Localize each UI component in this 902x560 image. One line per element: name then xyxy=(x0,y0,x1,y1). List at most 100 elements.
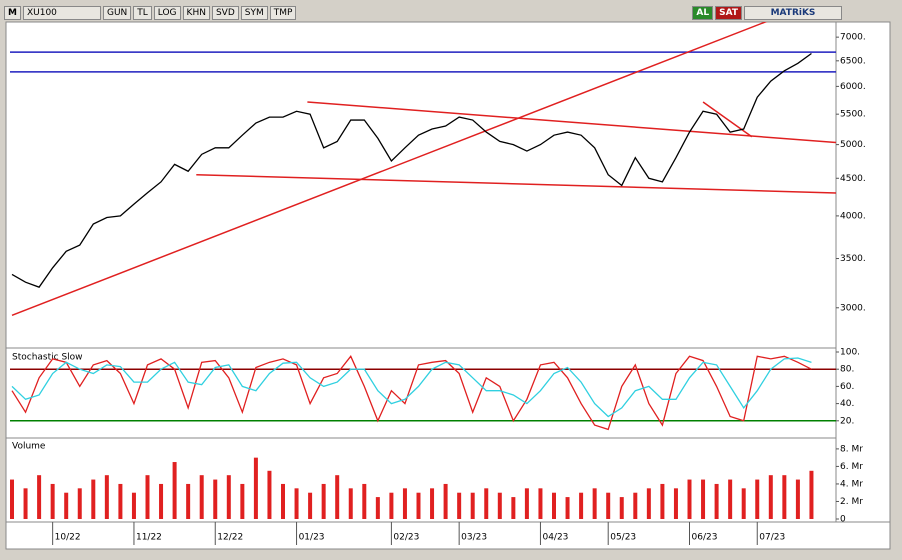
bar xyxy=(402,488,407,519)
y-tick-label: 20. xyxy=(840,416,854,426)
bar xyxy=(362,483,367,519)
y-tick-label: 4000. xyxy=(840,211,866,221)
trend-line xyxy=(196,173,836,194)
y-tick-label: 2. Mr xyxy=(840,497,863,507)
y-tick-label: 3500. xyxy=(840,254,866,264)
bar xyxy=(768,475,773,519)
bar xyxy=(511,497,516,519)
menu-icon[interactable]: M xyxy=(4,6,21,20)
symbol-box[interactable]: XU100 xyxy=(22,6,101,20)
bar xyxy=(741,488,746,519)
bar xyxy=(294,488,299,519)
bar xyxy=(795,479,800,519)
bar xyxy=(457,492,462,519)
bar xyxy=(37,475,42,519)
x-tick-label: 11/22 xyxy=(136,533,162,543)
bar xyxy=(389,492,394,519)
x-tick-label: 03/23 xyxy=(461,533,487,543)
bar xyxy=(443,483,448,519)
bar xyxy=(646,488,651,519)
bar xyxy=(673,488,678,519)
bar xyxy=(23,488,28,519)
bar xyxy=(714,483,719,519)
bar xyxy=(240,483,245,519)
button[interactable]: TL xyxy=(133,6,152,20)
bar xyxy=(104,475,109,519)
panel-title: Stochastic Slow xyxy=(12,353,83,363)
bar xyxy=(335,475,340,519)
button[interactable]: TMP xyxy=(269,6,297,20)
bar xyxy=(159,483,164,519)
y-tick-label: 3000. xyxy=(840,303,866,313)
bar xyxy=(619,497,624,519)
y-tick-label: 40. xyxy=(840,399,854,409)
y-tick-label: 5500. xyxy=(840,110,866,120)
x-tick-label: 04/23 xyxy=(542,533,568,543)
bar xyxy=(701,479,706,519)
button[interactable]: LOG xyxy=(153,6,181,20)
bar xyxy=(186,483,191,519)
bar xyxy=(579,492,584,519)
price-line xyxy=(11,53,812,288)
bar xyxy=(484,488,489,519)
y-tick-label: 4. Mr xyxy=(840,479,863,489)
trend-line xyxy=(702,101,753,138)
y-tick-label: 6. Mr xyxy=(840,462,863,472)
bar xyxy=(10,479,14,519)
bar xyxy=(308,492,313,519)
bar xyxy=(606,492,611,519)
bar xyxy=(728,479,733,519)
y-tick-label: 60. xyxy=(840,382,854,392)
bar xyxy=(592,488,597,519)
button[interactable]: SYM xyxy=(240,6,268,20)
bar xyxy=(755,479,760,519)
bar xyxy=(470,492,475,519)
bar xyxy=(77,488,82,519)
bar xyxy=(633,492,638,519)
bar xyxy=(660,483,665,519)
bar xyxy=(552,492,556,519)
bar xyxy=(213,479,218,519)
bar xyxy=(226,475,231,519)
x-tick-label: 07/23 xyxy=(759,533,785,543)
bar xyxy=(538,488,543,519)
button[interactable]: KHN xyxy=(182,6,210,20)
buy-button[interactable]: AL xyxy=(692,6,714,20)
price-line xyxy=(11,357,812,418)
bar xyxy=(199,475,204,519)
x-tick-label: 06/23 xyxy=(692,533,718,543)
x-tick-label: 02/23 xyxy=(393,533,419,543)
button[interactable]: GUN xyxy=(102,6,132,20)
brand: MATRiKS xyxy=(744,6,842,20)
y-tick-label: 80. xyxy=(840,365,854,375)
x-tick-label: 12/22 xyxy=(217,533,243,543)
y-tick-label: 0 xyxy=(840,515,846,525)
x-tick-label: 10/22 xyxy=(55,533,81,543)
bar xyxy=(281,483,285,519)
bar xyxy=(145,475,150,519)
chart-frame xyxy=(5,21,891,550)
button[interactable]: SVD xyxy=(211,6,239,20)
bar xyxy=(809,470,814,519)
sell-button[interactable]: SAT xyxy=(715,6,742,20)
bar xyxy=(524,488,529,519)
bar xyxy=(118,483,123,519)
y-tick-label: 100. xyxy=(840,348,860,358)
panel-title: Volume xyxy=(12,442,46,452)
x-tick-label: 05/23 xyxy=(610,533,636,543)
y-tick-label: 7000. xyxy=(840,33,866,43)
y-tick-label: 8. Mr xyxy=(840,444,863,454)
toolbar: M XU100 GUN TL LOG KHN SVD SYM TMP AL SA… xyxy=(4,5,892,21)
y-tick-label: 6000. xyxy=(840,82,866,92)
bar xyxy=(64,492,69,519)
bar xyxy=(430,488,435,519)
price-line xyxy=(11,355,812,431)
y-tick-label: 5000. xyxy=(840,140,866,150)
bar xyxy=(91,479,96,519)
bar xyxy=(782,475,787,519)
bar xyxy=(416,492,421,519)
bar xyxy=(687,479,692,519)
trend-line xyxy=(11,22,768,317)
